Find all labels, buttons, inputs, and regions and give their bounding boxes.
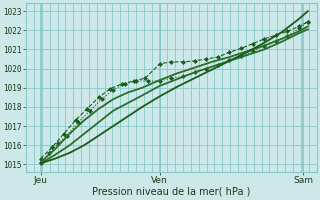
X-axis label: Pression niveau de la mer( hPa ): Pression niveau de la mer( hPa ) bbox=[92, 187, 251, 197]
